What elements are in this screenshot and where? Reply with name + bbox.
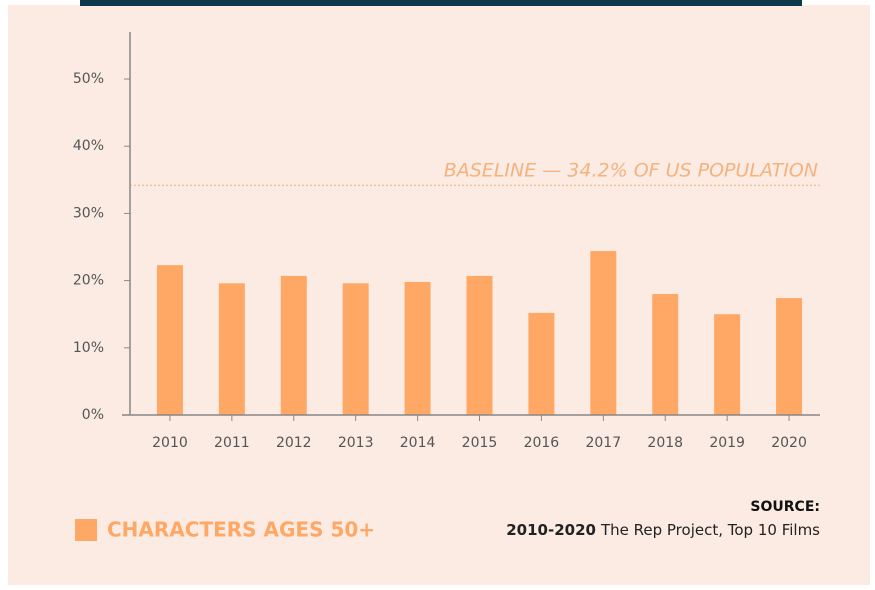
x-tick-label: 2012 bbox=[276, 435, 312, 451]
top-bar bbox=[80, 0, 802, 6]
bar bbox=[776, 298, 803, 415]
card bbox=[8, 5, 870, 585]
legend-label: CHARACTERS AGES 50+ bbox=[107, 518, 375, 542]
source-text: 2010-2020 The Rep Project, Top 10 Films bbox=[506, 521, 820, 539]
y-tick-label: 40% bbox=[73, 138, 104, 154]
x-tick-label: 2014 bbox=[400, 435, 436, 451]
bar bbox=[590, 251, 617, 415]
x-tick-label: 2015 bbox=[462, 435, 498, 451]
x-tick-label: 2020 bbox=[771, 435, 807, 451]
source-years: 2010-2020 bbox=[506, 521, 596, 539]
x-tick-label: 2019 bbox=[709, 435, 745, 451]
y-tick-label: 30% bbox=[73, 205, 104, 221]
bar bbox=[342, 283, 369, 415]
x-tick-label: 2010 bbox=[152, 435, 188, 451]
y-tick-label: 10% bbox=[73, 340, 104, 356]
bar bbox=[652, 294, 679, 415]
x-tick-label: 2017 bbox=[585, 435, 621, 451]
y-tick-label: 50% bbox=[73, 71, 104, 87]
bar bbox=[280, 275, 307, 415]
bar bbox=[714, 314, 741, 415]
baseline-label: BASELINE — 34.2% OF US POPULATION bbox=[444, 160, 818, 182]
y-tick-label: 20% bbox=[73, 273, 104, 289]
bar bbox=[528, 312, 555, 415]
x-tick-label: 2016 bbox=[524, 435, 560, 451]
bar bbox=[156, 265, 183, 415]
source-heading: SOURCE: bbox=[750, 499, 820, 515]
x-tick-label: 2013 bbox=[338, 435, 374, 451]
x-tick-label: 2018 bbox=[647, 435, 683, 451]
y-tick-label: 0% bbox=[82, 407, 104, 423]
legend-swatch bbox=[75, 519, 97, 541]
bar bbox=[218, 283, 245, 415]
bar bbox=[404, 281, 431, 415]
source-desc: The Rep Project, Top 10 Films bbox=[600, 521, 820, 539]
x-tick-label: 2011 bbox=[214, 435, 250, 451]
bar bbox=[466, 275, 493, 415]
